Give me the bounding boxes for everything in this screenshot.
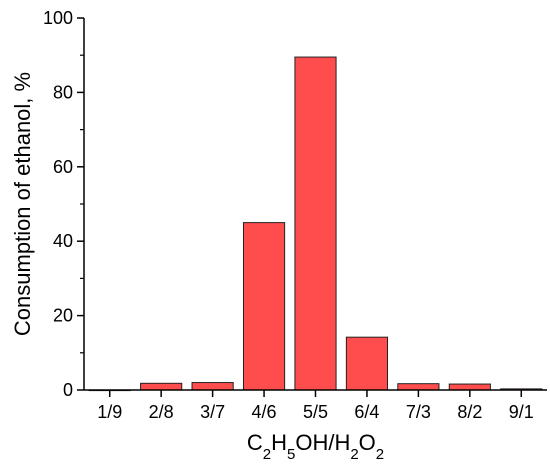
y-tick-label: 20 — [53, 306, 73, 326]
y-tick-label: 80 — [53, 82, 73, 102]
x-tick-label: 3/7 — [200, 402, 225, 422]
x-title-part: O — [359, 430, 376, 455]
y-tick-label: 0 — [63, 380, 73, 400]
y-axis-title: Consumption of ethanol, % — [10, 72, 35, 336]
x-tick-label: 8/2 — [457, 402, 482, 422]
y-tick-label: 60 — [53, 157, 73, 177]
x-title-part: OH/H — [295, 430, 350, 455]
x-axis-title: C2H5OH/H2O2 — [247, 430, 384, 463]
x-tick-label: 6/4 — [354, 402, 379, 422]
x-tick-label: 9/1 — [509, 402, 534, 422]
x-tick-label: 2/8 — [149, 402, 174, 422]
x-tick-label: 5/5 — [303, 402, 328, 422]
y-tick-label: 40 — [53, 231, 73, 251]
bar-5-5 — [294, 56, 337, 391]
bars-group — [88, 56, 543, 392]
x-title-subscript: 2 — [263, 446, 271, 463]
x-tick-label: 4/6 — [252, 402, 277, 422]
x-title-subscript: 5 — [287, 446, 295, 463]
x-title-part: C — [247, 430, 263, 455]
bar-3-7 — [191, 382, 234, 391]
x-tick-label: 1/9 — [97, 402, 122, 422]
bar-4-6 — [242, 222, 286, 391]
bar-8-2 — [448, 383, 491, 391]
x-ticks-group: 1/9 2/8 3/7 4/6 5/5 6/4 7/3 8/2 9/1 — [97, 390, 534, 422]
bar-2-8 — [140, 382, 183, 391]
x-title-subscript: 2 — [376, 446, 384, 463]
x-tick-label: 7/3 — [406, 402, 431, 422]
x-title-part: H — [271, 430, 287, 455]
bar-6-4 — [345, 336, 389, 391]
x-title-subscript: 2 — [350, 446, 358, 463]
y-ticks-group: 0 20 40 60 80 100 — [43, 8, 84, 400]
bar-7-3 — [397, 383, 440, 391]
y-tick-label: 100 — [43, 8, 73, 28]
